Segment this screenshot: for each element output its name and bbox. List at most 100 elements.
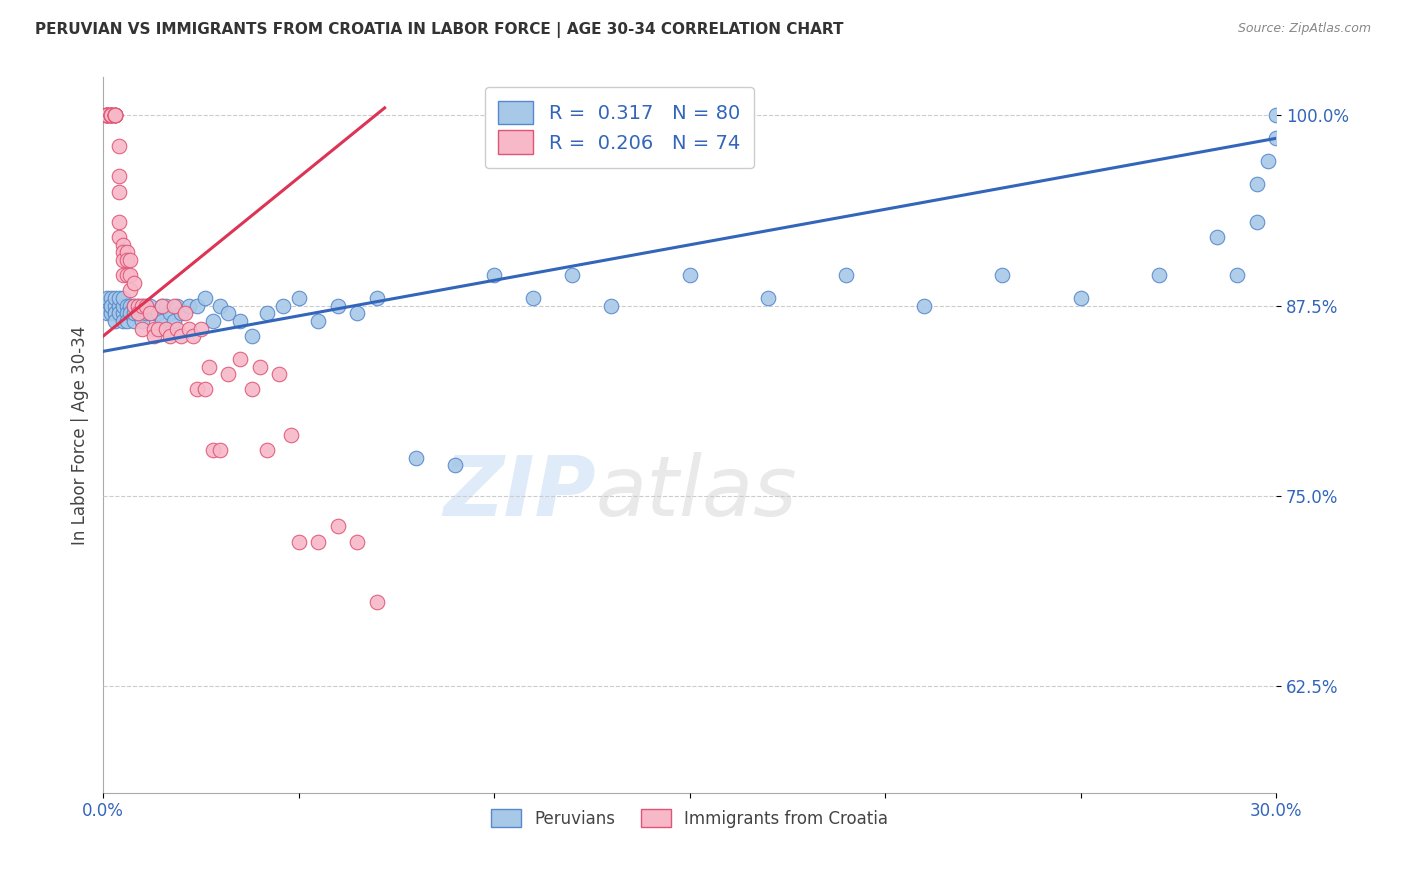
Point [94, 108, 117, 122]
Point [124, 299, 146, 313]
Point [96, 299, 118, 313]
Point [96, 108, 118, 122]
Point [991, 268, 1014, 283]
Point [107, 215, 129, 229]
Point [104, 108, 127, 122]
Point [522, 291, 544, 305]
Point [229, 351, 252, 366]
Point [366, 595, 388, 609]
Text: ZIP: ZIP [443, 451, 596, 533]
Point [166, 299, 188, 313]
Point [209, 299, 232, 313]
Point [146, 321, 169, 335]
Point [104, 108, 127, 122]
Point [170, 329, 193, 343]
Point [127, 299, 149, 313]
Point [96, 108, 118, 122]
Point [111, 253, 134, 268]
Point [1246, 215, 1268, 229]
Point [115, 314, 138, 328]
Point [139, 306, 162, 320]
Point [150, 299, 173, 313]
Point [100, 108, 122, 122]
Point [217, 367, 239, 381]
Point [209, 443, 232, 458]
Point [287, 534, 309, 549]
Point [240, 329, 263, 343]
Point [115, 306, 138, 320]
Point [104, 306, 127, 320]
Point [162, 299, 184, 313]
Point [115, 245, 138, 260]
Point [256, 443, 278, 458]
Point [170, 306, 193, 320]
Point [271, 299, 294, 313]
Point [100, 108, 122, 122]
Point [120, 306, 142, 320]
Point [100, 108, 122, 122]
Point [194, 383, 217, 397]
Point [100, 299, 122, 313]
Point [100, 108, 122, 122]
Point [1265, 131, 1288, 145]
Point [1257, 154, 1279, 169]
Point [162, 314, 184, 328]
Point [135, 299, 157, 313]
Point [127, 306, 149, 320]
Point [104, 108, 127, 122]
Point [111, 314, 134, 328]
Point [186, 299, 208, 313]
Point [115, 253, 138, 268]
Point [166, 321, 188, 335]
Point [107, 291, 129, 305]
Point [111, 299, 134, 313]
Text: Source: ZipAtlas.com: Source: ZipAtlas.com [1237, 22, 1371, 36]
Point [186, 383, 208, 397]
Point [96, 108, 118, 122]
Point [127, 299, 149, 313]
Point [120, 299, 142, 313]
Point [150, 299, 173, 313]
Text: atlas: atlas [596, 451, 797, 533]
Point [307, 314, 329, 328]
Point [111, 268, 134, 283]
Point [1265, 108, 1288, 122]
Point [249, 359, 271, 374]
Point [678, 268, 700, 283]
Point [267, 367, 290, 381]
Point [1206, 230, 1229, 244]
Point [131, 306, 153, 320]
Point [120, 284, 142, 298]
Point [124, 306, 146, 320]
Point [107, 169, 129, 184]
Point [366, 291, 388, 305]
Point [1070, 291, 1092, 305]
Point [96, 306, 118, 320]
Point [346, 534, 368, 549]
Point [107, 139, 129, 153]
Point [256, 306, 278, 320]
Point [104, 108, 127, 122]
Point [1226, 268, 1249, 283]
Point [561, 268, 583, 283]
Point [912, 299, 935, 313]
Point [96, 291, 118, 305]
Point [155, 299, 177, 313]
Point [179, 321, 201, 335]
Point [181, 329, 204, 343]
Point [143, 329, 166, 343]
Point [124, 276, 146, 290]
Point [131, 299, 153, 313]
Point [115, 268, 138, 283]
Point [107, 299, 129, 313]
Point [104, 108, 127, 122]
Point [835, 268, 858, 283]
Point [194, 291, 217, 305]
Point [756, 291, 779, 305]
Point [107, 230, 129, 244]
Point [135, 306, 157, 320]
Point [96, 108, 118, 122]
Point [201, 443, 224, 458]
Point [104, 108, 127, 122]
Point [405, 450, 427, 465]
